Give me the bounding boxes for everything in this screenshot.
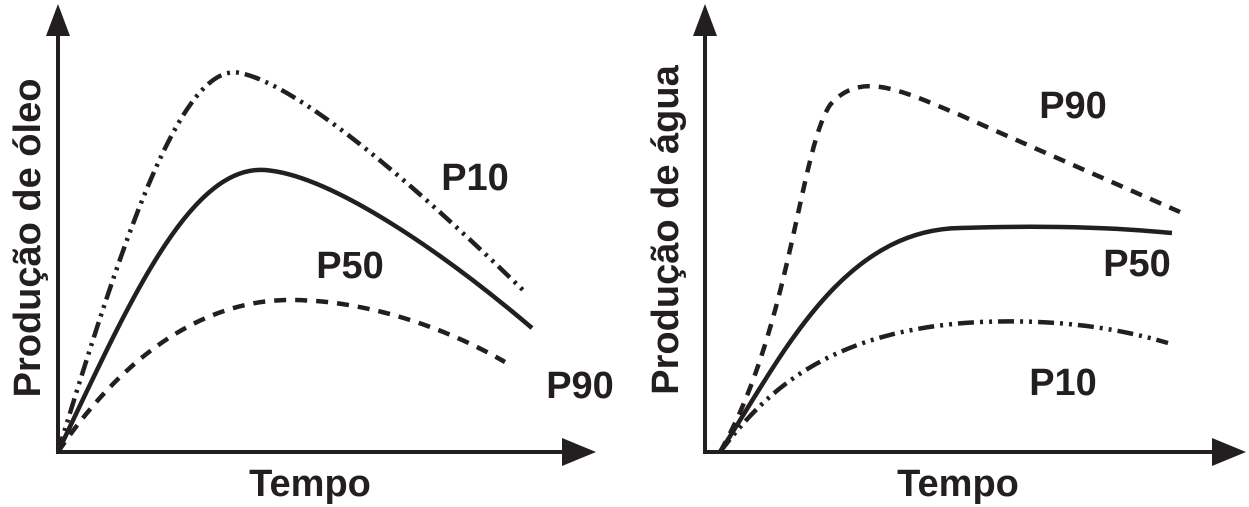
panel-water: Produção de água Tempo P90 P50 P10 xyxy=(645,4,1246,505)
curve-p50 xyxy=(55,167,534,453)
curve-label: P90 xyxy=(546,365,614,407)
y-axis-arrow xyxy=(46,4,70,36)
curve-label: P10 xyxy=(441,157,509,199)
x-axis-arrow xyxy=(562,438,596,466)
curve-label: P90 xyxy=(1039,85,1107,127)
curve-label: P10 xyxy=(1029,362,1097,404)
y-axis-arrow xyxy=(693,4,717,36)
y-axis-label: Produção de óleo xyxy=(7,79,49,398)
x-axis-label: Tempo xyxy=(249,463,371,505)
x-axis-label: Tempo xyxy=(897,463,1019,505)
curve-p90 xyxy=(718,83,1181,454)
curve-p50 xyxy=(718,224,1173,454)
curve-label: P50 xyxy=(316,245,384,287)
y-axis-label: Produção de água xyxy=(645,64,687,394)
curve-label: P50 xyxy=(1103,243,1171,285)
x-axis-arrow xyxy=(1212,438,1246,466)
panel-oil: Produção de óleo Tempo P10 P50 P90 xyxy=(7,4,614,505)
curve-p10 xyxy=(55,70,527,453)
curve-p10 xyxy=(718,319,1169,454)
curve-p90 xyxy=(56,297,507,454)
